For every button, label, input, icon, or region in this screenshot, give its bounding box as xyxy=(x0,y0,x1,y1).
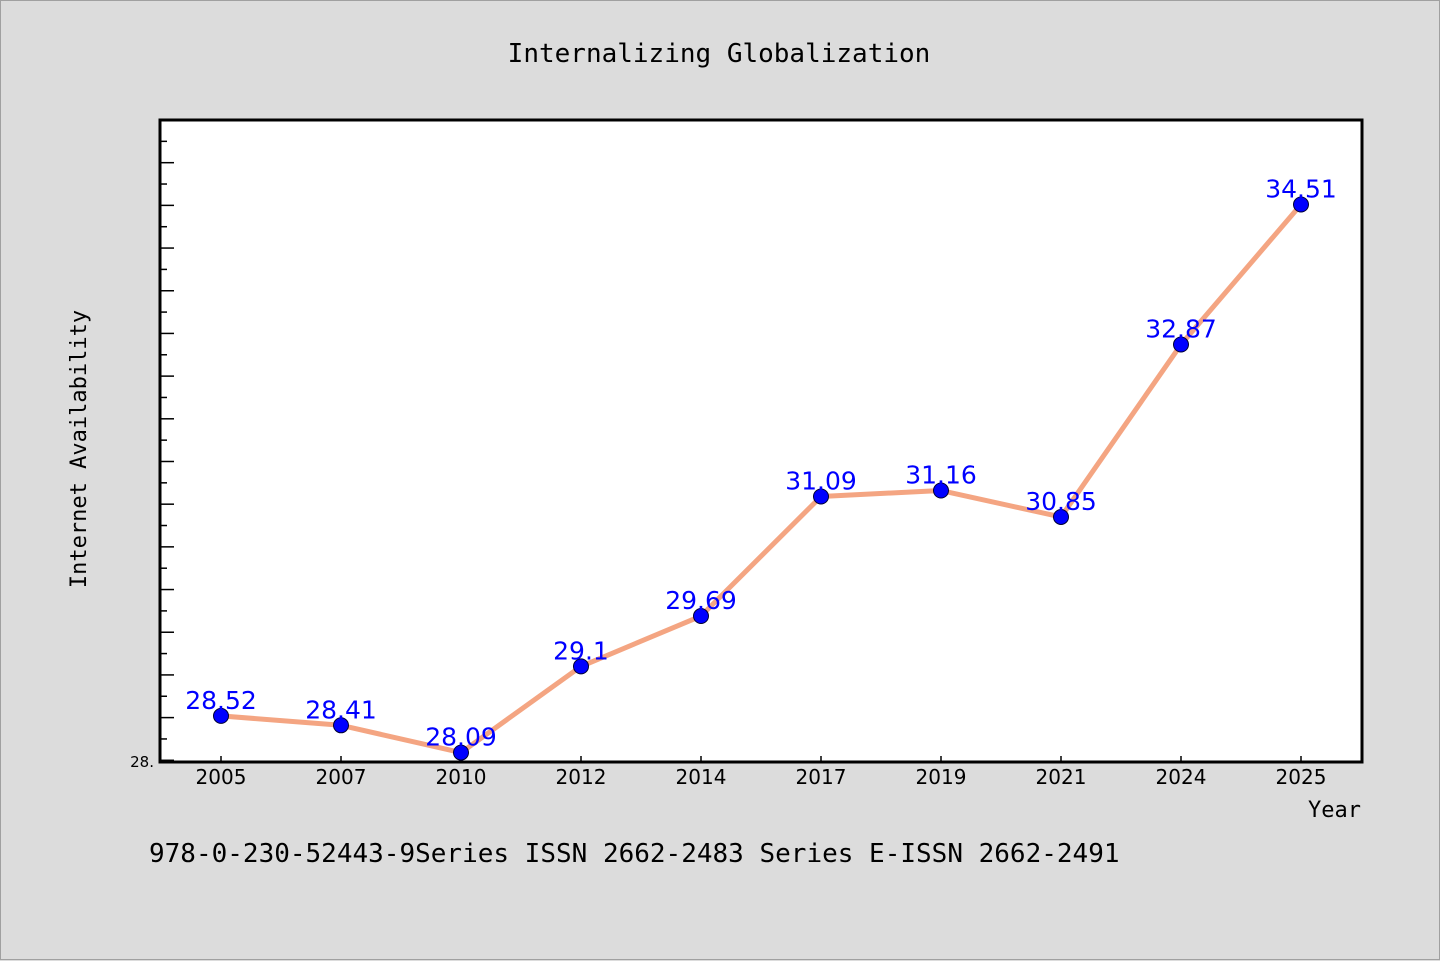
y-axis-label: Internet Availability xyxy=(67,310,92,588)
data-label: 28.52 xyxy=(185,686,257,715)
data-point xyxy=(693,608,709,625)
plot-area xyxy=(158,118,1364,764)
x-tick-label: 2010 xyxy=(436,765,487,789)
data-label: 28.41 xyxy=(305,695,377,724)
x-tick-label: 2019 xyxy=(916,765,967,789)
x-tick-label: 2025 xyxy=(1276,765,1327,789)
data-point xyxy=(1293,196,1309,213)
data-markers xyxy=(213,196,1309,761)
data-point xyxy=(333,717,349,734)
data-point xyxy=(1053,508,1069,525)
data-label: 31.16 xyxy=(905,461,977,490)
x-tick-label: 2024 xyxy=(1156,765,1207,789)
x-tick-label: 2017 xyxy=(796,765,847,789)
data-point xyxy=(933,482,949,499)
y-axis-ticks xyxy=(160,119,174,762)
data-point xyxy=(1173,336,1189,353)
data-labels: 28.52 28.41 28.09 29.1 29.69 31.09 31.16 30.85 3… xyxy=(185,175,1337,752)
chart-title: Internalizing Globalization xyxy=(508,39,931,69)
x-axis-ticks: 2005 2007 2010 2012 2014 2017 2019 2021 2024 2025 xyxy=(196,756,1327,789)
data-label: 32.87 xyxy=(1145,315,1217,344)
footer-isbn-issn: 978-0-230-52443-9Series ISSN 2662-2483 S… xyxy=(149,839,1120,869)
series-line xyxy=(220,202,1303,756)
data-label: 28.09 xyxy=(425,723,497,752)
data-point xyxy=(213,707,229,724)
data-label: 29.1 xyxy=(553,636,609,665)
data-point xyxy=(453,744,469,761)
x-axis-label: Year xyxy=(1308,798,1361,823)
data-label: 34.51 xyxy=(1265,175,1337,204)
data-label: 29.69 xyxy=(665,586,737,615)
data-point xyxy=(573,658,589,675)
y-tick-label: 28. xyxy=(130,753,154,771)
x-tick-label: 2014 xyxy=(676,765,727,789)
x-tick-label: 2005 xyxy=(196,765,247,789)
x-tick-label: 2012 xyxy=(556,765,607,789)
data-point xyxy=(813,488,829,505)
data-label: 30.85 xyxy=(1025,487,1097,516)
x-tick-label: 2007 xyxy=(316,765,367,789)
data-label: 31.09 xyxy=(785,466,857,495)
x-tick-label: 2021 xyxy=(1036,765,1087,789)
